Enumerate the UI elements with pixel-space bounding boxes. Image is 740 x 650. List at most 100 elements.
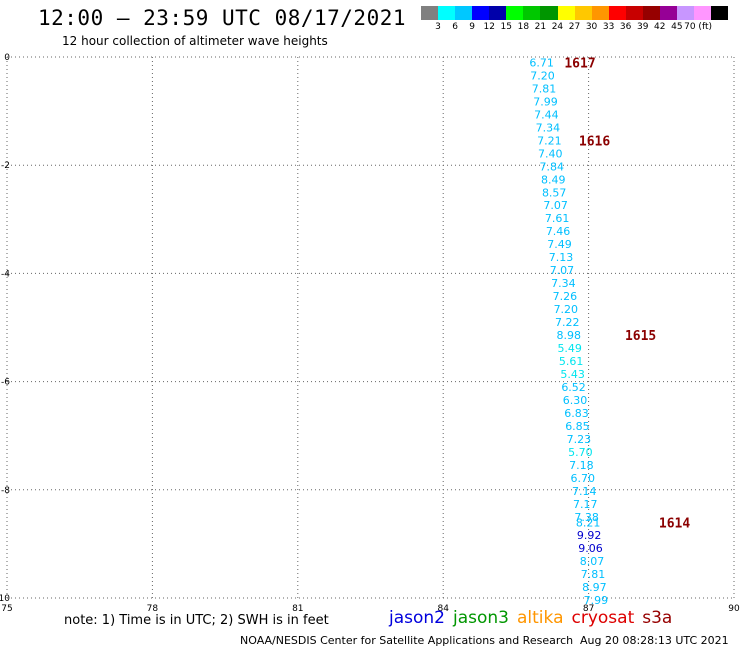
y-tick-label: -8 [1, 486, 10, 496]
color-swatch [591, 6, 609, 20]
wave-height-label: 7.07 [550, 264, 575, 277]
color-swatch [711, 6, 729, 20]
color-swatch [642, 6, 660, 20]
y-tick-label: -4 [1, 269, 10, 279]
pass-time-annotation: 1615 [625, 329, 656, 344]
color-swatch [625, 6, 643, 20]
x-tick-label: 78 [147, 604, 159, 614]
wave-height-label: 7.13 [549, 251, 574, 264]
wave-height-label: 8.98 [556, 329, 581, 342]
legend-item-cryosat: cryosat [571, 608, 635, 628]
x-tick-label: 90 [728, 604, 740, 614]
color-scale-label: 24 [551, 22, 564, 32]
wave-height-label: 7.21 [537, 134, 562, 147]
x-tick-label: 87 [583, 604, 594, 614]
y-tick-label: 0 [4, 53, 10, 63]
wave-height-label: 7.49 [547, 238, 572, 251]
wave-height-label: 7.38 [574, 511, 599, 524]
color-scale-label: 70 (ft) [684, 22, 712, 32]
color-scale-label: 30 [585, 22, 598, 32]
wave-height-label: 8.97 [582, 581, 607, 594]
chart-grid [6, 56, 735, 599]
color-swatch [574, 6, 592, 20]
color-scale-label: 6 [452, 22, 458, 32]
wave-height-label: 7.07 [543, 199, 568, 212]
x-tick-label: 84 [437, 604, 449, 614]
wave-height-label: 7.84 [540, 160, 565, 173]
color-swatch [557, 6, 575, 20]
legend-item-s3a: s3a [642, 608, 673, 628]
footer-credit: NOAA/NESDIS Center for Satellite Applica… [240, 634, 574, 647]
footer-timestamp: Aug 20 08:28:13 UTC 2021 [580, 634, 729, 647]
legend-item-jason3: jason3 [453, 608, 509, 628]
wave-height-label: 6.52 [561, 381, 586, 394]
wave-height-label: 7.26 [553, 290, 578, 303]
x-tick-label: 75 [1, 604, 12, 614]
wave-height-label: 7.22 [555, 316, 580, 329]
color-swatch [506, 6, 524, 20]
wave-height-label: 7.34 [551, 277, 576, 290]
wave-height-label: 5.43 [560, 368, 585, 381]
color-scale-label: 33 [602, 22, 615, 32]
color-scale-label: 21 [534, 22, 547, 32]
color-swatch [421, 6, 439, 20]
wave-height-label: 7.17 [573, 498, 598, 511]
legend-item-jason2: jason2 [389, 608, 445, 628]
wave-height-label: 8.57 [542, 186, 567, 199]
color-scale-labels: 3 6 9 12 15 18 21 24 27 30 33 36 39 42 45 70 (ft) [421, 22, 740, 34]
wave-height-label: 8.21 [576, 516, 601, 529]
wave-height-label: 7.18 [569, 459, 594, 472]
wave-height-label: 7.81 [581, 568, 606, 581]
color-scale-label: 12 [483, 22, 495, 32]
color-swatch [608, 6, 626, 20]
wave-height-label: 7.81 [532, 82, 557, 95]
y-tick-label: -2 [1, 161, 10, 171]
color-scale-label: 42 [654, 22, 666, 32]
wave-height-label: 8.49 [541, 173, 566, 186]
color-scale-label: 39 [636, 22, 649, 32]
color-scale-label: 45 [671, 22, 683, 32]
color-scale-label: 3 [435, 22, 441, 32]
color-scale-label: 15 [500, 22, 512, 32]
page-subtitle: 12 hour collection of altimeter wave hei… [62, 34, 328, 48]
satellite-legend: jason2 jason3 altika cryosat s3a [389, 608, 680, 628]
legend-item-altika: altika [517, 608, 564, 628]
color-swatch [489, 6, 507, 20]
wave-height-label: 5.49 [557, 342, 582, 355]
color-swatch [659, 6, 677, 20]
y-tick-label: -6 [1, 378, 10, 388]
page-title: 12:00 – 23:59 UTC 08/17/2021 [38, 6, 407, 30]
wave-height-label: 7.61 [545, 212, 570, 225]
wave-height-label: 9.92 [577, 529, 602, 542]
color-swatch [694, 6, 712, 20]
wave-height-label: 6.83 [564, 407, 589, 420]
color-swatch [438, 6, 456, 20]
wave-height-label: 6.71 [529, 56, 554, 69]
wave-height-label: 6.85 [565, 420, 590, 433]
color-scale-label: 18 [517, 22, 530, 32]
color-scale-label: 36 [619, 22, 632, 32]
wave-height-label: 8.07 [580, 555, 605, 568]
wave-height-label: 5.61 [559, 355, 584, 368]
wave-height-label: 7.14 [572, 485, 597, 498]
wave-height-label: 6.70 [571, 472, 596, 485]
color-scale-bar [421, 6, 729, 20]
wave-height-label: 7.99 [533, 95, 558, 108]
data-labels: 6.717.207.817.997.447.347.217.407.848.49… [529, 56, 608, 607]
color-swatch [540, 6, 558, 20]
pass-time-annotation: 1616 [579, 134, 610, 149]
wave-height-label: 7.46 [546, 225, 571, 238]
wave-height-label: 7.20 [554, 303, 579, 316]
wave-height-label: 7.44 [534, 108, 559, 121]
wave-height-label: 7.99 [584, 594, 609, 607]
color-swatch [523, 6, 541, 20]
color-swatch [676, 6, 694, 20]
axis-ticks: 75 78 81 84 87 90 0 -2 -4 -6 -8 -10 [0, 53, 740, 614]
footer-note: note: 1) Time is in UTC; 2) SWH is in fe… [64, 613, 329, 628]
wave-height-label: 6.30 [563, 394, 588, 407]
color-scale-label: 27 [568, 22, 581, 32]
color-scale-label: 9 [469, 22, 476, 32]
pass-annotations: 1617 1616 1615 1614 [564, 56, 690, 531]
color-swatch [472, 6, 490, 20]
